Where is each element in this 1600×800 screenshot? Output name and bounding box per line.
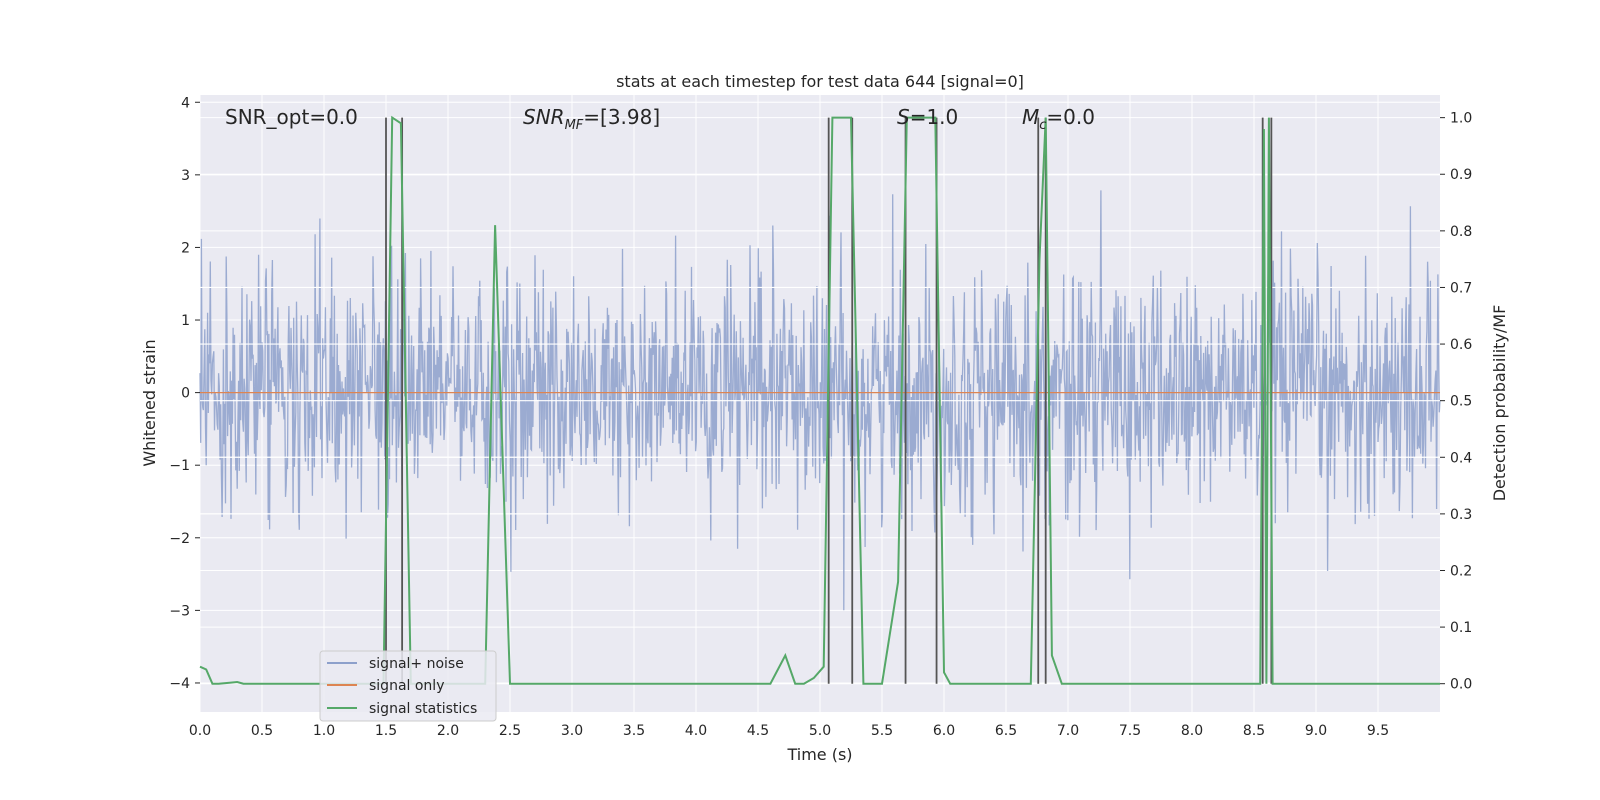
y-tick-right-label: 1.0 (1450, 111, 1472, 127)
y-tick-right-label: 0.3 (1450, 507, 1472, 523)
x-tick-label: 6.0 (933, 723, 955, 739)
y-tick-label: 3 (181, 168, 190, 184)
y-tick-right-label: 0.1 (1450, 620, 1472, 636)
y-tick-right-label: 0.4 (1450, 450, 1472, 466)
x-tick-label: 5.5 (871, 723, 893, 739)
x-tick-label: 2.5 (499, 723, 521, 739)
y-tick-label: 1 (181, 313, 190, 329)
annotation-snr-opt: SNR_opt=0.0 (225, 105, 358, 129)
annotation-snr-mf: SNRMF=[3.98] (523, 105, 660, 133)
legend-box (319, 650, 497, 722)
legend-label-statistics: signal statistics (369, 701, 477, 717)
x-tick-label: 2.0 (437, 723, 459, 739)
y-tick-label: −4 (169, 676, 190, 692)
y-tick-right-label: 0.6 (1450, 337, 1472, 353)
annotation-mc-value: =0.0 (1046, 105, 1095, 129)
legend-label-noise: signal+ noise (369, 656, 464, 672)
x-tick-label: 6.5 (995, 723, 1017, 739)
y-tick-label: −1 (169, 458, 190, 474)
annotation-snr-mf-sub: MF (565, 118, 584, 133)
annotation-mc-main: M (1022, 105, 1039, 129)
statistics-series (199, 115, 1440, 685)
y-tick-label: −2 (169, 531, 190, 547)
x-tick-label: 0.5 (251, 723, 273, 739)
y-ticks: 4 3 2 1 0 −1 −2 −3 −4 (169, 95, 200, 692)
x-tick-label: 8.5 (1243, 723, 1265, 739)
y-tick-right-label: 0.7 (1450, 280, 1472, 296)
horizontal-bands (200, 286, 1440, 515)
y-tick-label: 0 (181, 386, 190, 402)
x-ticks: 0.0 0.5 1.0 1.5 2.0 2.5 3.0 3.5 4.0 4.5 5.0 5.5 6.0 6… (189, 723, 1389, 739)
y-ticks-right: 1.0 0.9 0.8 0.7 0.6 0.5 0.4 0.3 0.2 0.1 0.0 (1440, 111, 1472, 693)
statistics-line (199, 115, 1440, 685)
x-tick-label: 5.0 (809, 723, 831, 739)
y-tick-right-label: 0.8 (1450, 224, 1472, 240)
x-tick-label: 8.0 (1181, 723, 1203, 739)
x-tick-label: 1.5 (375, 723, 397, 739)
annotation-s-value: =1.0 (910, 105, 959, 129)
annotation-mc: Mc=0.0 (1022, 105, 1095, 133)
y-axis-right-title: Detection probability/MF (1490, 305, 1509, 502)
y-tick-right-label: 0.9 (1450, 167, 1472, 183)
legend-label-signal-only: signal only (369, 678, 444, 694)
annotation-mc-sub: c (1039, 118, 1046, 133)
annotation-s-main: S (897, 105, 910, 129)
chart-title: stats at each timestep for test data 644… (616, 72, 1024, 91)
x-tick-label: 7.0 (1057, 723, 1079, 739)
x-tick-label: 9.5 (1367, 723, 1389, 739)
x-tick-label: 1.0 (313, 723, 335, 739)
y-tick-right-label: 0.2 (1450, 563, 1472, 579)
annotation-snr-mf-main: SNR (523, 105, 565, 129)
y-tick-right-label: 0.5 (1450, 394, 1472, 410)
x-tick-label: 7.5 (1119, 723, 1141, 739)
y-tick-label: 2 (181, 240, 190, 256)
x-tick-label: 4.5 (747, 723, 769, 739)
annotation-s: S=1.0 (897, 105, 958, 129)
x-axis-title: Time (s) (786, 745, 852, 764)
annotation-snr-mf-value: =[3.98] (583, 105, 660, 129)
x-tick-label: 3.0 (561, 723, 583, 739)
y-tick-label: 4 (181, 95, 190, 111)
y-axis-title: Whitened strain (140, 339, 159, 466)
y-tick-label: −3 (169, 603, 190, 619)
x-tick-label: 0.0 (189, 723, 211, 739)
x-tick-label: 9.0 (1305, 723, 1327, 739)
x-tick-label: 4.0 (685, 723, 707, 739)
y-tick-right-label: 0.0 (1450, 677, 1472, 693)
x-tick-label: 3.5 (623, 723, 645, 739)
legend: signal+ noise signal only signal statist… (319, 650, 497, 722)
